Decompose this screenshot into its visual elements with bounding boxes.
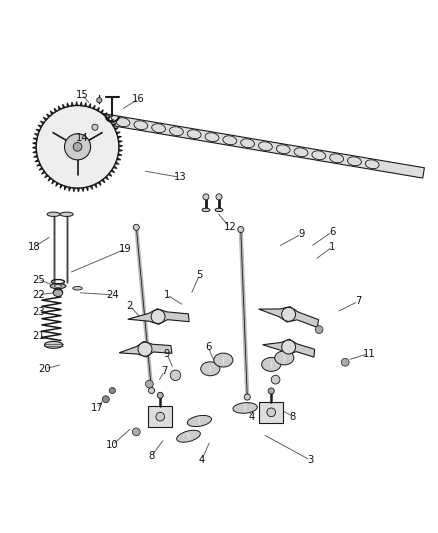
Circle shape [244, 394, 251, 400]
Ellipse shape [54, 285, 61, 287]
Ellipse shape [233, 402, 257, 413]
Circle shape [238, 227, 244, 232]
Ellipse shape [45, 341, 63, 349]
Ellipse shape [241, 139, 254, 148]
Circle shape [156, 413, 165, 421]
Circle shape [151, 310, 165, 324]
Polygon shape [259, 402, 283, 423]
Text: 17: 17 [91, 403, 103, 413]
Circle shape [170, 370, 181, 381]
Circle shape [282, 308, 296, 321]
Polygon shape [128, 309, 189, 325]
Ellipse shape [134, 121, 148, 130]
Ellipse shape [152, 124, 166, 133]
Circle shape [73, 142, 82, 151]
Ellipse shape [98, 115, 112, 124]
Ellipse shape [294, 148, 308, 157]
Circle shape [97, 98, 102, 103]
Circle shape [145, 380, 153, 388]
Ellipse shape [177, 430, 200, 442]
Circle shape [102, 396, 110, 403]
Text: 4: 4 [198, 455, 205, 465]
Circle shape [267, 408, 276, 417]
Circle shape [138, 342, 152, 356]
Text: 8: 8 [290, 411, 296, 422]
Text: 23: 23 [32, 307, 45, 317]
Circle shape [132, 428, 140, 436]
Text: 22: 22 [32, 290, 45, 300]
Ellipse shape [365, 160, 379, 169]
Circle shape [92, 124, 98, 130]
Ellipse shape [187, 415, 212, 426]
Text: 25: 25 [32, 274, 45, 285]
Circle shape [133, 224, 139, 230]
Ellipse shape [202, 208, 210, 212]
Ellipse shape [347, 157, 361, 166]
Text: 3: 3 [307, 455, 314, 465]
Text: 14: 14 [76, 133, 88, 143]
Ellipse shape [50, 284, 66, 289]
Ellipse shape [201, 362, 220, 376]
Text: 5: 5 [196, 270, 203, 280]
Ellipse shape [214, 353, 233, 367]
Circle shape [64, 134, 91, 160]
Ellipse shape [258, 142, 272, 151]
Text: 6: 6 [205, 342, 211, 352]
Ellipse shape [187, 130, 201, 139]
Text: 9: 9 [299, 229, 305, 239]
Text: 7: 7 [355, 296, 361, 306]
Ellipse shape [170, 127, 184, 135]
Circle shape [268, 388, 274, 394]
Polygon shape [88, 111, 424, 178]
Text: 10: 10 [106, 440, 119, 450]
Ellipse shape [60, 212, 73, 216]
Text: 18: 18 [28, 242, 40, 252]
Text: 6: 6 [329, 227, 336, 237]
Text: 7: 7 [162, 366, 168, 376]
Ellipse shape [330, 154, 343, 163]
Ellipse shape [73, 287, 82, 290]
Circle shape [203, 194, 209, 200]
Circle shape [36, 106, 119, 188]
Circle shape [271, 375, 280, 384]
Text: 13: 13 [173, 172, 186, 182]
Text: 15: 15 [75, 90, 88, 100]
Text: 1: 1 [329, 242, 336, 252]
Circle shape [110, 387, 116, 393]
Ellipse shape [223, 136, 237, 144]
Ellipse shape [53, 289, 63, 296]
Circle shape [315, 326, 323, 334]
Polygon shape [119, 342, 172, 357]
Text: 2: 2 [127, 301, 133, 311]
Text: 1: 1 [163, 290, 170, 300]
Text: 19: 19 [119, 244, 132, 254]
Circle shape [282, 340, 296, 354]
Ellipse shape [47, 212, 60, 216]
Polygon shape [148, 406, 172, 427]
Text: 24: 24 [106, 290, 119, 300]
Circle shape [216, 194, 222, 200]
Text: 20: 20 [39, 364, 51, 374]
Ellipse shape [116, 118, 130, 127]
Text: 4: 4 [248, 411, 255, 422]
Polygon shape [258, 306, 318, 327]
Ellipse shape [261, 358, 281, 372]
Text: 12: 12 [223, 222, 236, 232]
Polygon shape [263, 339, 314, 357]
Ellipse shape [275, 351, 294, 365]
Circle shape [148, 387, 155, 393]
Circle shape [341, 358, 349, 366]
Text: 11: 11 [363, 349, 375, 359]
Ellipse shape [312, 151, 326, 160]
Ellipse shape [276, 145, 290, 154]
Text: 8: 8 [148, 451, 155, 461]
Circle shape [157, 392, 163, 398]
Text: 9: 9 [163, 349, 170, 359]
Text: 16: 16 [132, 94, 145, 104]
Text: 21: 21 [32, 331, 45, 341]
Ellipse shape [215, 208, 223, 212]
Ellipse shape [205, 133, 219, 142]
